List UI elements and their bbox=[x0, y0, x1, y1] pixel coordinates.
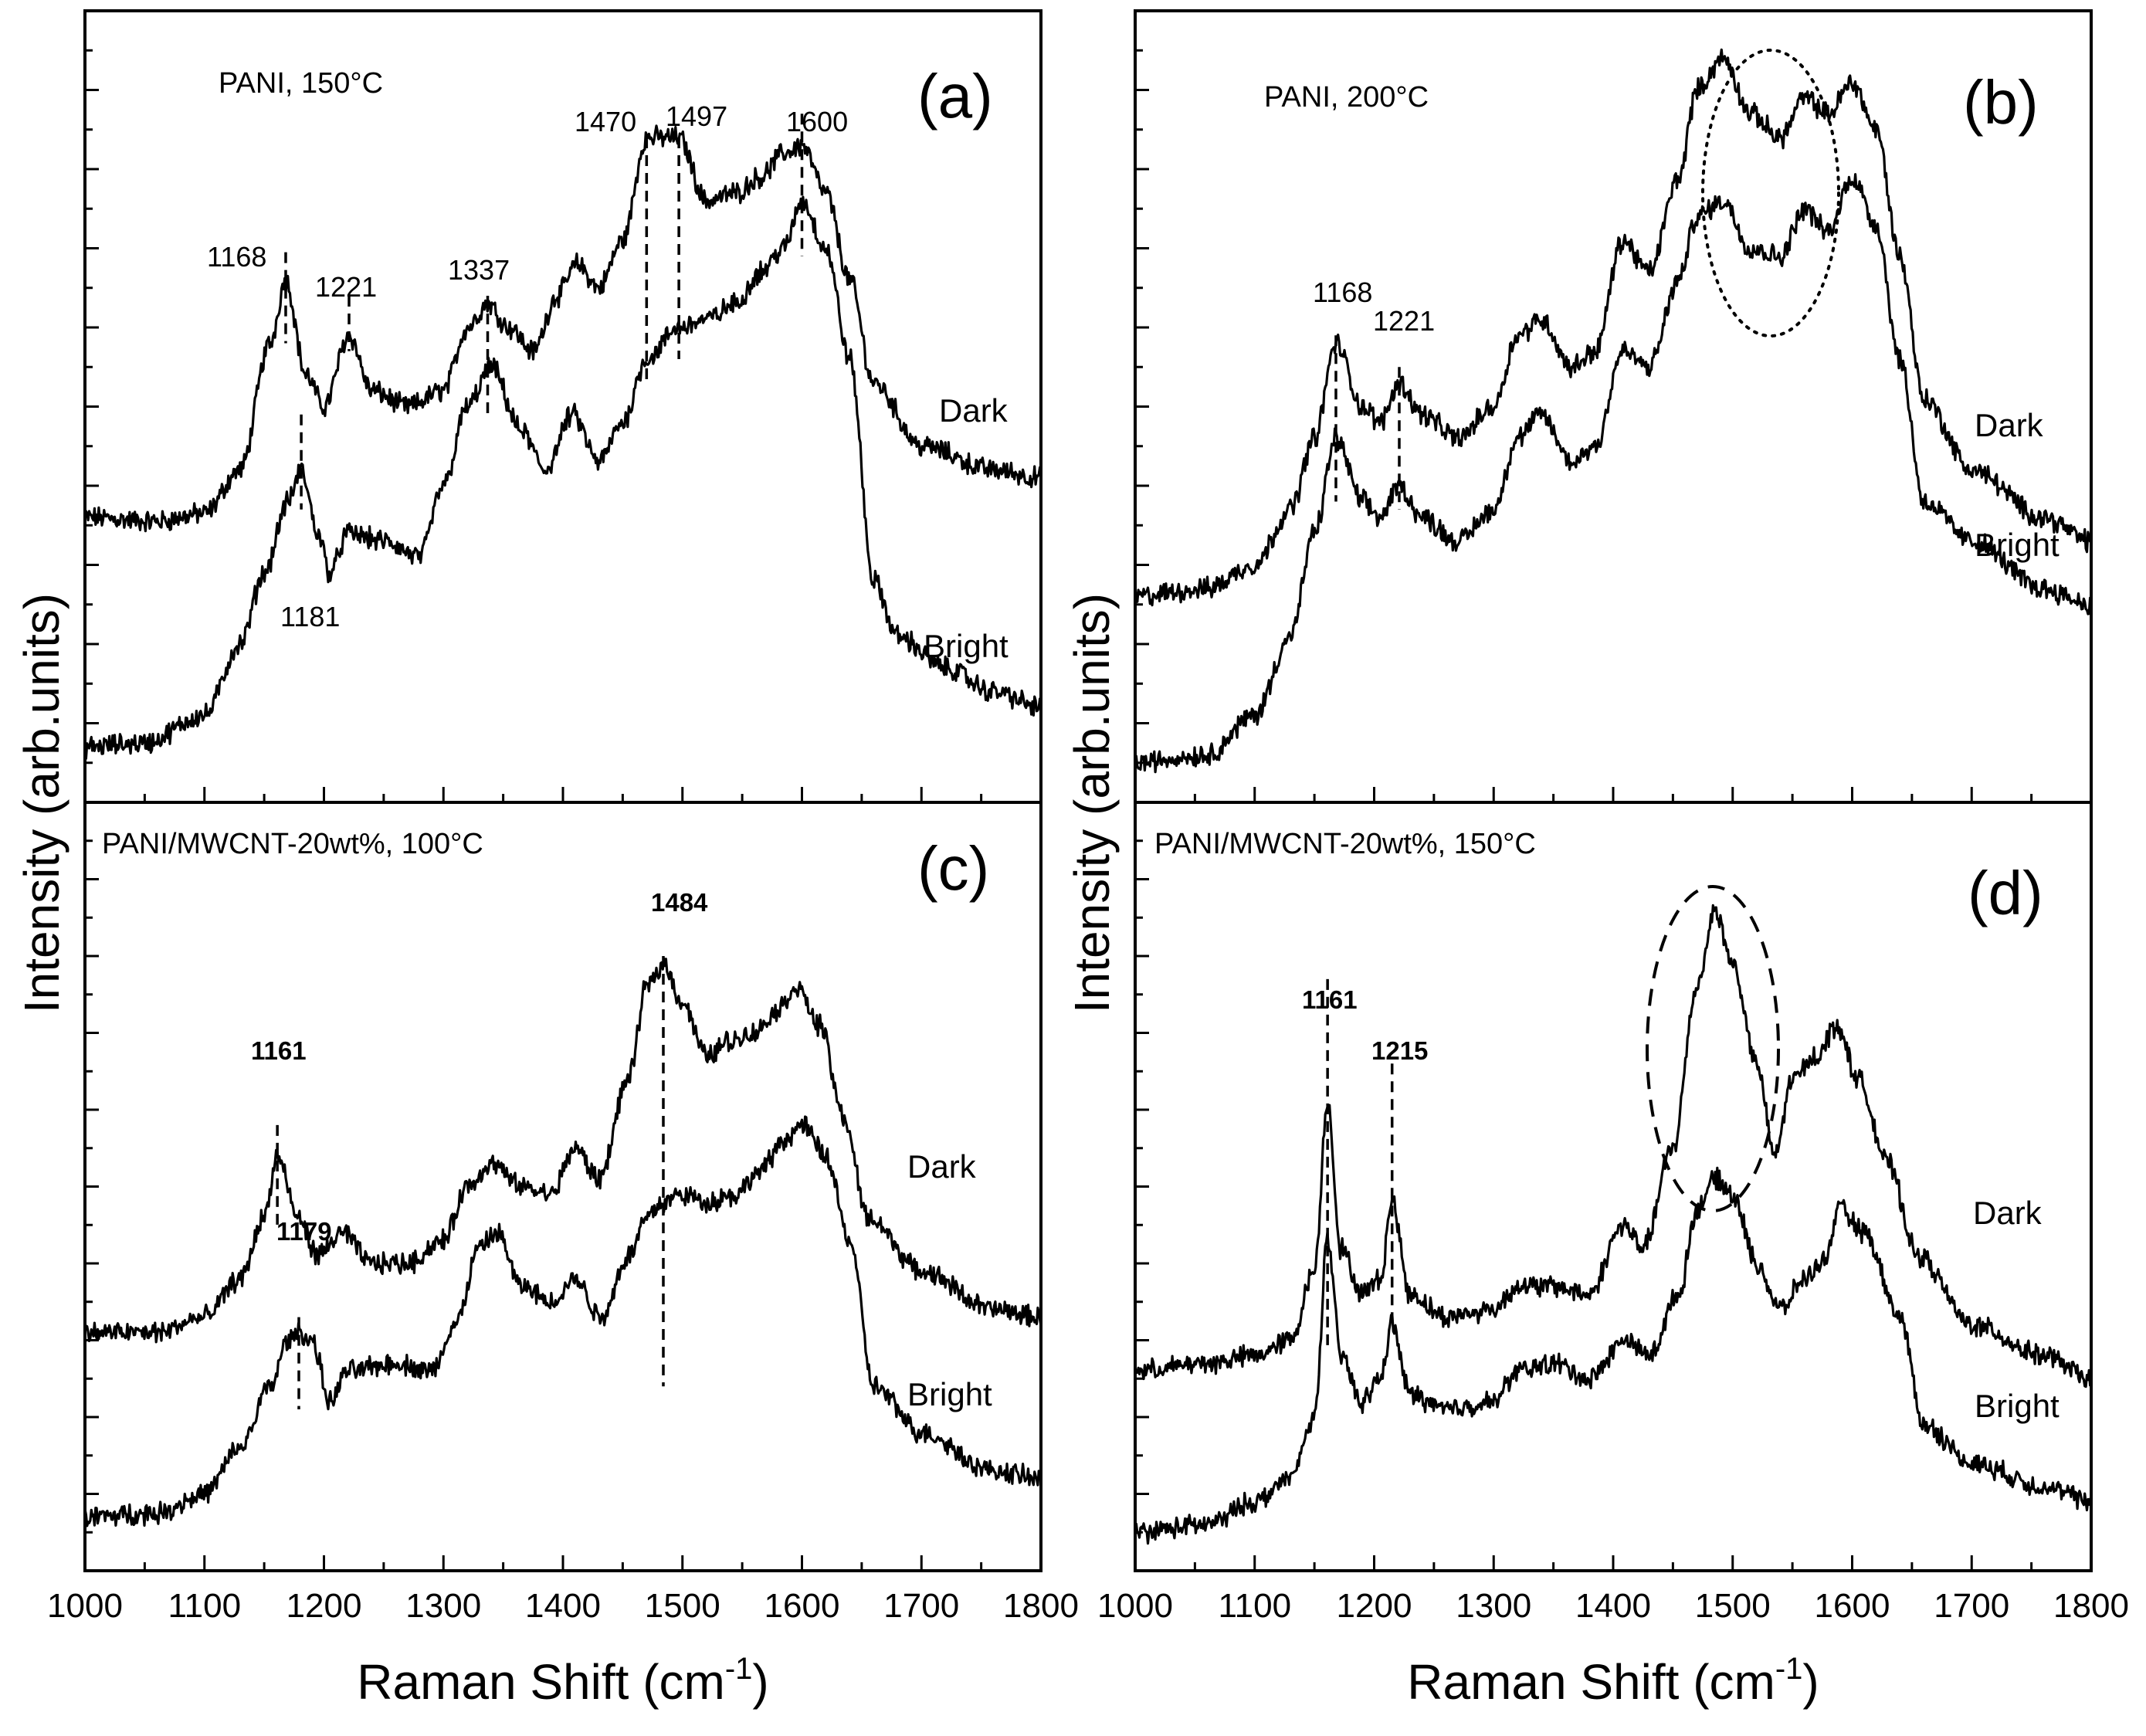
panel-a-tag: (a) bbox=[917, 62, 993, 131]
x-tick-label: 1200 bbox=[1337, 1587, 1412, 1625]
spectrum-line-dark bbox=[83, 957, 1042, 1344]
panel-a-title: PANI, 150°C bbox=[219, 67, 383, 100]
panel-d-title: PANI/MWCNT-20wt%, 150°C bbox=[1154, 828, 1536, 860]
x-tick-label: 1100 bbox=[168, 1587, 241, 1625]
peak-label: 1221 bbox=[315, 271, 377, 303]
trace-label-dark: Dark bbox=[1975, 407, 2044, 443]
x-tick-label: 1400 bbox=[525, 1587, 601, 1625]
x-tick-label: 1300 bbox=[405, 1587, 481, 1625]
peak-label: 1221 bbox=[1373, 305, 1435, 337]
x-axis-title-left: Raman Shift (cm-1) bbox=[357, 1652, 768, 1710]
peak-label: 1215 bbox=[1371, 1036, 1428, 1065]
trace-label-bright: Bright bbox=[907, 1376, 992, 1412]
x-tick-label: 1800 bbox=[1003, 1587, 1079, 1625]
x-tick-label: 1200 bbox=[286, 1587, 362, 1625]
peak-label: 1179 bbox=[276, 1217, 332, 1246]
x-axis-title-main: Raman Shift (cm bbox=[1407, 1654, 1775, 1710]
peak-markers bbox=[276, 114, 1401, 1410]
y-axis-title: Intensity (arb.units) bbox=[14, 593, 69, 1013]
x-tick-label: 1800 bbox=[2053, 1587, 2129, 1625]
spectra-traces bbox=[83, 48, 2093, 1545]
trace-label-dark: Dark bbox=[1973, 1195, 2043, 1231]
panel-b-dotted-ellipse bbox=[1701, 49, 1840, 337]
x-axis-title-right: Raman Shift (cm-1) bbox=[1407, 1652, 1819, 1710]
panel-d-dashed-ellipse bbox=[1646, 885, 1780, 1212]
peak-label: 1484 bbox=[651, 888, 708, 917]
spectrum-line-dark bbox=[1134, 48, 2092, 607]
trace-label-bright: Bright bbox=[1975, 527, 2060, 563]
panel-c-title: PANI/MWCNT-20wt%, 100°C bbox=[102, 828, 483, 860]
x-tick-label: 1700 bbox=[1934, 1587, 2009, 1625]
x-tick-label: 1700 bbox=[883, 1587, 959, 1625]
panel-b-tag: (b) bbox=[1963, 68, 2039, 137]
x-tick-label: 1000 bbox=[47, 1587, 123, 1625]
spectrum-line-bright bbox=[83, 1115, 1042, 1527]
peak-label: 1337 bbox=[448, 254, 510, 286]
y-axis-title-right: Intensity (arb.units) bbox=[1064, 593, 1120, 1013]
trace-label-dark: Dark bbox=[939, 392, 1009, 429]
peak-label: 1161 bbox=[251, 1036, 307, 1065]
peak-label: 1168 bbox=[1313, 276, 1372, 308]
x-axis-title-end: ) bbox=[752, 1654, 768, 1710]
spectrum-line-bright bbox=[1134, 173, 2092, 774]
panel-c-tag: (c) bbox=[917, 834, 989, 903]
spectrum-line-bright bbox=[83, 195, 1042, 760]
trace-label-dark: Dark bbox=[907, 1148, 977, 1185]
x-axis-title-sup: -1 bbox=[725, 1652, 753, 1686]
x-tick-label: 1500 bbox=[1695, 1587, 1771, 1625]
trace-label-bright: Bright bbox=[924, 628, 1009, 664]
panel-d-tag: (d) bbox=[1968, 859, 2043, 927]
spectrum-line-bright bbox=[1134, 1166, 2093, 1545]
x-axis-title-sup: -1 bbox=[1775, 1652, 1803, 1686]
x-tick-label: 1000 bbox=[1097, 1587, 1173, 1625]
spectrum-line-dark bbox=[83, 124, 1042, 533]
peak-label: 1168 bbox=[207, 241, 266, 273]
panel-b-title: PANI, 200°C bbox=[1264, 81, 1429, 114]
x-tick-label: 1300 bbox=[1456, 1587, 1531, 1625]
x-tick-label: 1600 bbox=[764, 1587, 840, 1625]
axis-ticks: 1000 1100 1200 1300 1400 1500 1600 1700 1800 1000… bbox=[47, 49, 2129, 1625]
x-axis-title-end: ) bbox=[1802, 1654, 1819, 1710]
peak-label: 1181 bbox=[280, 601, 340, 632]
x-tick-label: 1500 bbox=[645, 1587, 720, 1625]
peak-label: 1470 bbox=[575, 106, 636, 137]
x-axis-title-main: Raman Shift (cm bbox=[357, 1654, 725, 1710]
peak-label: 1497 bbox=[666, 100, 727, 132]
x-tick-label: 1100 bbox=[1218, 1587, 1291, 1625]
spectrum-line-dark bbox=[1134, 904, 2093, 1388]
peak-label: 1161 bbox=[1302, 985, 1358, 1014]
x-tick-label: 1600 bbox=[1815, 1587, 1890, 1625]
x-tick-label: 1400 bbox=[1575, 1587, 1651, 1625]
trace-label-bright: Bright bbox=[1975, 1388, 2060, 1424]
peak-label: 1600 bbox=[786, 106, 848, 137]
